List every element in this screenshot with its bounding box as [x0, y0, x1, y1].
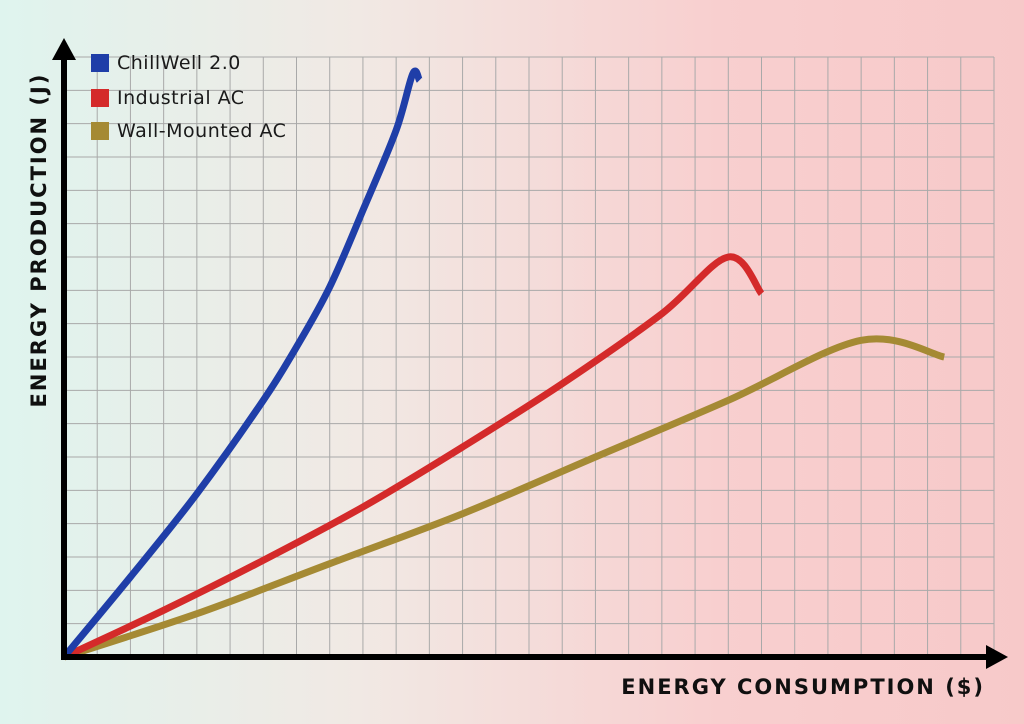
series-line-wall-mounted-ac [62, 335, 946, 661]
legend-swatch [91, 122, 109, 140]
legend-item: ChillWell 2.0 [91, 52, 241, 74]
legend-item: Industrial AC [91, 87, 245, 109]
y-axis-arrow [52, 38, 76, 60]
legend-label: ChillWell 2.0 [117, 52, 241, 74]
grid [63, 56, 995, 658]
legend-item: Wall-Mounted AC [91, 120, 286, 142]
axes [52, 38, 1008, 669]
series-line-industrial-ac [62, 253, 765, 661]
series-line-chillwell-2-0 [61, 67, 423, 660]
x-axis-title: ENERGY CONSUMPTION ($) [621, 675, 985, 699]
legend-swatch [91, 89, 109, 107]
y-axis-title: ENERGY PRODUCTION (J) [27, 73, 51, 408]
legend-label: Industrial AC [117, 87, 245, 109]
x-axis-arrow [986, 645, 1008, 669]
legend-label: Wall-Mounted AC [117, 120, 286, 142]
legend-swatch [91, 54, 109, 72]
legend: ChillWell 2.0 Industrial AC Wall-Mounted… [91, 52, 286, 142]
series-layer [61, 67, 946, 661]
